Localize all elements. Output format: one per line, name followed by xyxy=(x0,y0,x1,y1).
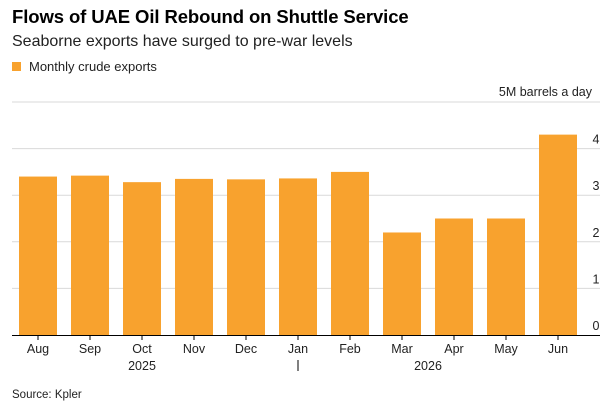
x-tick-label: Mar xyxy=(391,342,413,356)
bar xyxy=(71,175,109,335)
x-tick-label: May xyxy=(494,342,518,356)
x-tick-label: Jan xyxy=(288,342,308,356)
bar xyxy=(383,232,421,335)
x-tick-label: Oct xyxy=(132,342,152,356)
y-axis-unit-label: 5M barrels a day xyxy=(499,85,593,99)
y-tick-label: 1 xyxy=(593,272,600,286)
bar xyxy=(19,176,57,335)
chart-subtitle: Seaborne exports have surged to pre-war … xyxy=(12,33,353,50)
y-tick-label: 4 xyxy=(593,133,600,147)
bar xyxy=(175,178,213,335)
bar xyxy=(331,171,369,335)
x-tick-label: Sep xyxy=(79,342,101,356)
y-tick-label: 0 xyxy=(593,319,600,333)
bar xyxy=(487,218,525,335)
x-tick-label: Aug xyxy=(27,342,49,356)
legend-label: Monthly crude exports xyxy=(29,59,157,74)
bar xyxy=(123,182,161,335)
bar xyxy=(539,134,577,335)
bar xyxy=(279,178,317,335)
chart-title: Flows of UAE Oil Rebound on Shuttle Serv… xyxy=(12,6,409,27)
bars xyxy=(19,134,577,335)
year-label: 2026 xyxy=(414,359,442,373)
x-tick-label: Feb xyxy=(339,342,361,356)
axes: 0 1 2 3 4 Aug Sep Oct Nov Dec Jan Feb Mar Apr May Jun 20… xyxy=(12,133,600,373)
x-tick-label: Jun xyxy=(548,342,568,356)
x-tick-label: Dec xyxy=(235,342,257,356)
x-tick-label: Apr xyxy=(444,342,463,356)
legend: Monthly crude exports xyxy=(12,59,157,74)
y-tick-label: 2 xyxy=(593,226,600,240)
bar xyxy=(435,218,473,335)
y-tick-label: 3 xyxy=(593,179,600,193)
bar xyxy=(227,179,265,335)
x-tick-label: Nov xyxy=(183,342,206,356)
source-note: Source: Kpler xyxy=(12,389,82,401)
legend-swatch xyxy=(12,62,21,71)
year-label: 2025 xyxy=(128,359,156,373)
